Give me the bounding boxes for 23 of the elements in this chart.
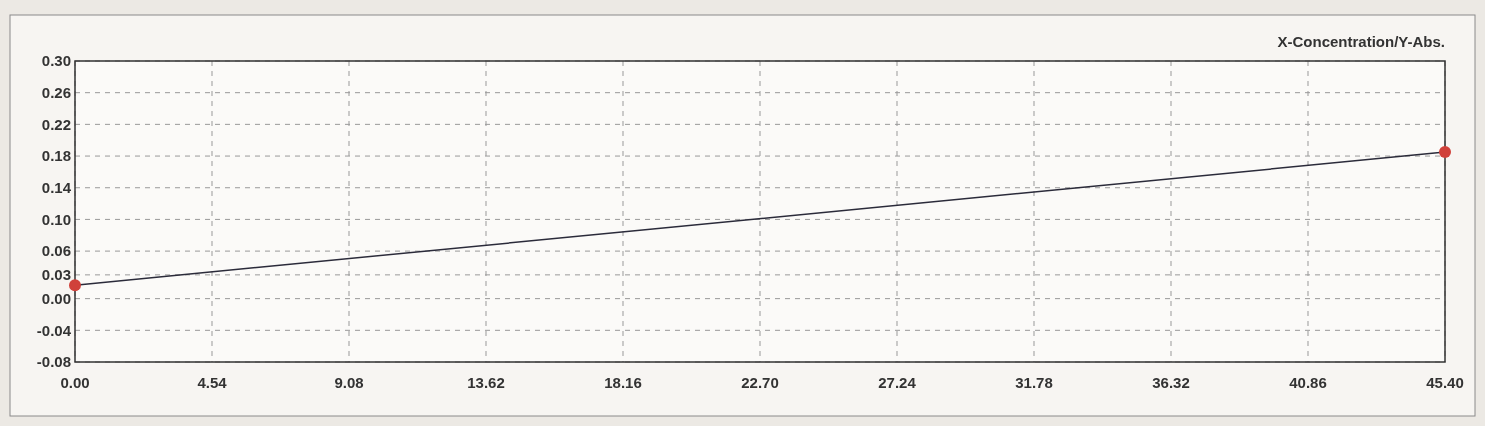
- x-tick-label: 4.54: [197, 374, 228, 391]
- y-tick-label: -0.04: [36, 321, 72, 339]
- x-tick-label: 40.86: [1289, 374, 1327, 391]
- y-tick-label: 0.22: [41, 115, 71, 133]
- x-tick-label: 27.24: [878, 374, 917, 391]
- y-tick-label: 0.18: [41, 147, 71, 165]
- y-tick-label: 0.26: [41, 83, 71, 101]
- y-tick-label: 0.30: [41, 52, 71, 70]
- chart-title: X-Concentration/Y-Abs.: [1277, 33, 1445, 50]
- x-tick-label: 36.32: [1152, 374, 1190, 391]
- y-tick-label: 0.10: [41, 210, 71, 228]
- x-tick-label: 22.70: [741, 374, 779, 391]
- x-tick-label: 0.00: [60, 374, 90, 391]
- y-tick-label: 0.00: [41, 289, 71, 307]
- x-tick-label: 13.62: [467, 374, 505, 391]
- y-tick-label: -0.08: [36, 353, 71, 371]
- y-tick-label: 0.03: [41, 266, 71, 284]
- x-tick-label: 18.16: [604, 374, 642, 391]
- x-tick-label: 31.78: [1015, 374, 1053, 391]
- y-tick-label: 0.06: [41, 242, 71, 260]
- x-tick-label: 9.08: [334, 374, 364, 391]
- y-tick-label: 0.14: [41, 178, 72, 196]
- x-tick-label: 45.40: [1426, 374, 1464, 391]
